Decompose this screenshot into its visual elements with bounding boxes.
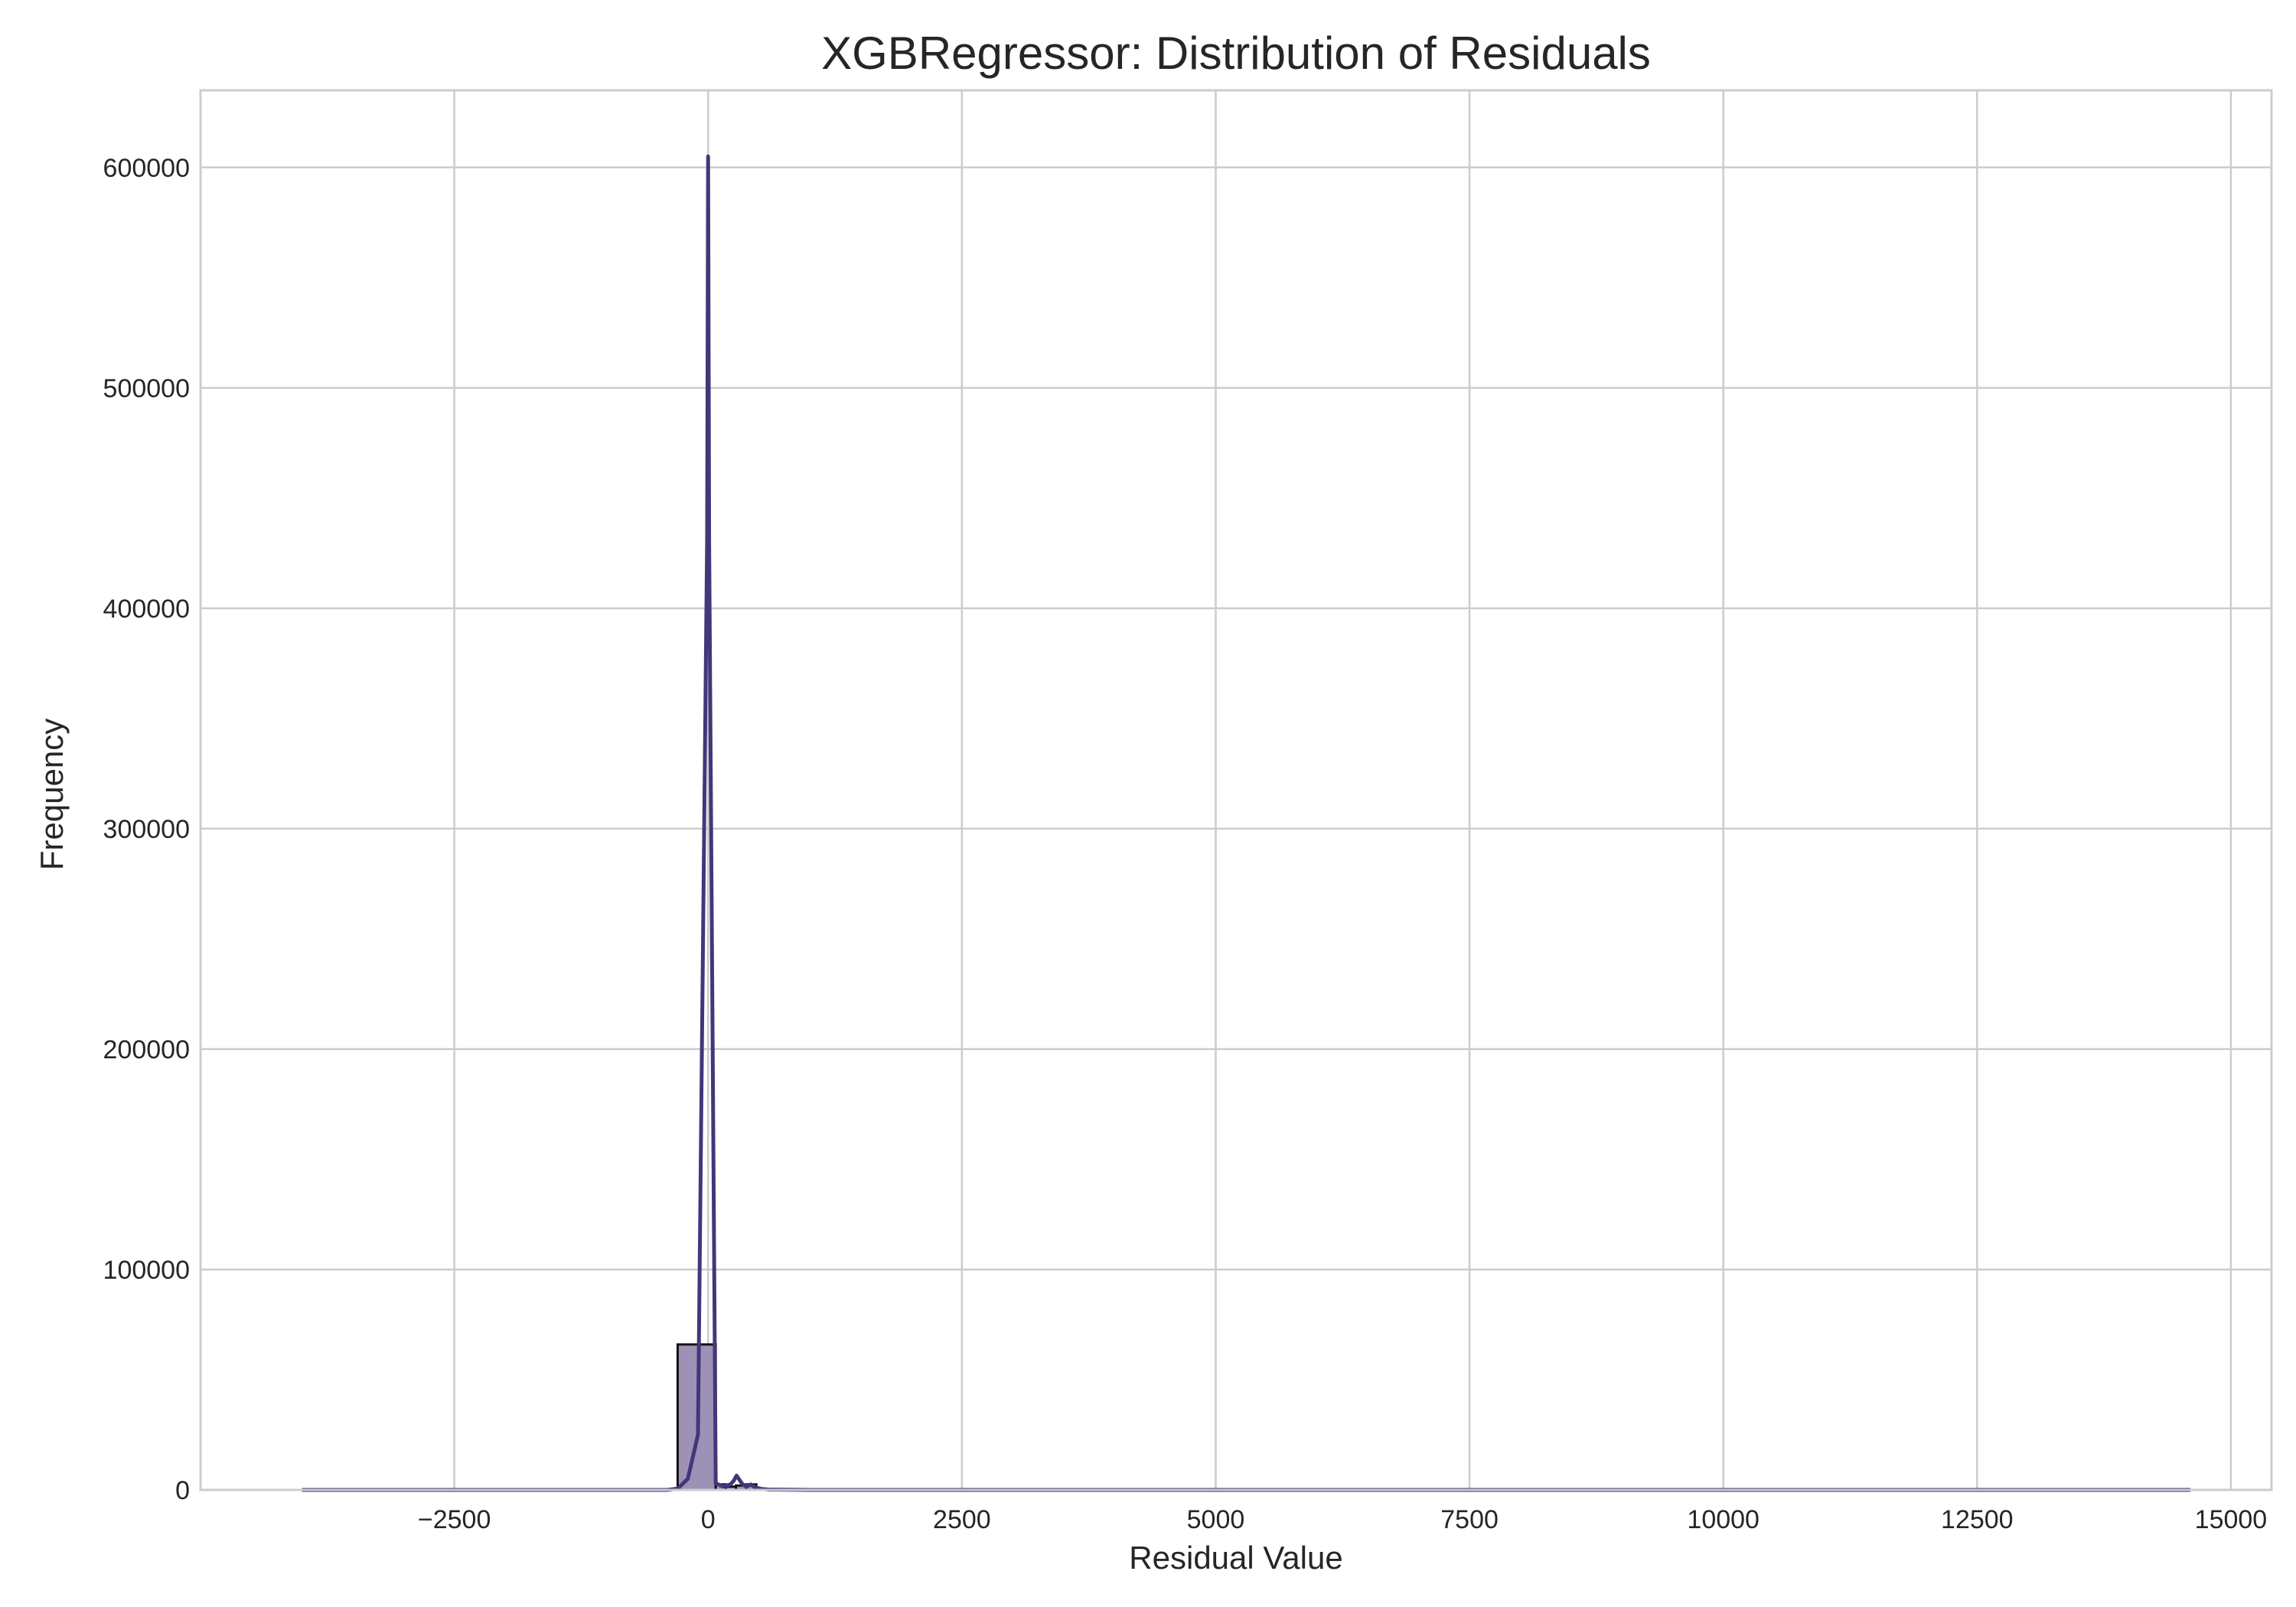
kde-line: [302, 154, 2190, 1492]
x-tick-label: 15000: [2195, 1505, 2268, 1534]
x-tick-label: 10000: [1687, 1505, 1760, 1534]
x-tick-label: −2500: [418, 1505, 491, 1534]
plot-frame: [199, 89, 2273, 1491]
kde-curve: [302, 154, 2190, 1492]
y-axis-label: Frequency: [34, 719, 70, 870]
x-tick-label: 5000: [1187, 1505, 1245, 1534]
y-tick-label: 100000: [103, 1256, 190, 1285]
y-tick-label: 300000: [103, 815, 190, 844]
y-tick-label: 400000: [103, 595, 190, 624]
x-tick-label: 12500: [1941, 1505, 2014, 1534]
y-axis-ticks: 0 100000 200000 300000 400000 500000 600000: [103, 154, 190, 1505]
grid-lines: [201, 90, 2272, 1491]
x-tick-label: 0: [701, 1505, 716, 1534]
y-tick-label: 600000: [103, 154, 190, 183]
y-tick-label: 200000: [103, 1035, 190, 1064]
y-tick-label: 500000: [103, 374, 190, 403]
x-tick-label: 7500: [1440, 1505, 1499, 1534]
chart-title: XGBRegressor: Distribution of Residuals: [821, 28, 1651, 79]
x-tick-label: 2500: [933, 1505, 991, 1534]
x-axis-ticks: −2500 0 2500 5000 7500 10000 12500 15000: [418, 1505, 2267, 1534]
y-tick-label: 0: [175, 1476, 190, 1505]
x-axis-label: Residual Value: [1129, 1540, 1342, 1576]
